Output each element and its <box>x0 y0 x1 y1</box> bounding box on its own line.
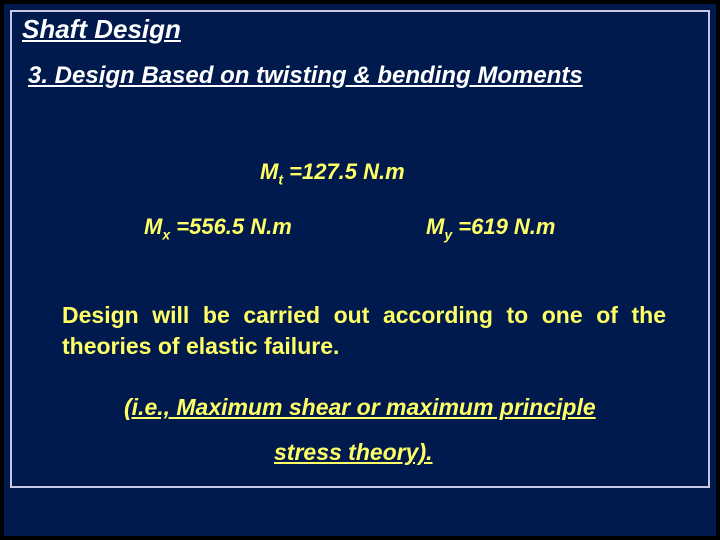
mx-symbol: M <box>144 214 162 239</box>
slide: Shaft Design 3. Design Based on twisting… <box>0 0 720 540</box>
mt-symbol: M <box>260 159 278 184</box>
moment-my: My =619 N.m <box>426 214 555 242</box>
mx-value: =556.5 N.m <box>176 214 292 239</box>
mx-subscript: x <box>162 226 170 242</box>
mt-value: =127.5 N.m <box>289 159 405 184</box>
my-symbol: M <box>426 214 444 239</box>
my-value: =619 N.m <box>458 214 555 239</box>
slide-subtitle: 3. Design Based on twisting & bending Mo… <box>28 62 583 90</box>
note-line1: (i.e., Maximum shear or maximum principl… <box>124 394 596 421</box>
note-line2: stress theory). <box>274 439 433 466</box>
moment-mt: Mt =127.5 N.m <box>260 159 405 187</box>
mt-subscript: t <box>278 171 283 187</box>
moment-mx: Mx =556.5 N.m <box>144 214 292 242</box>
slide-title: Shaft Design <box>22 14 181 45</box>
my-subscript: y <box>444 226 452 242</box>
body-text: Design will be carried out according to … <box>62 300 666 362</box>
